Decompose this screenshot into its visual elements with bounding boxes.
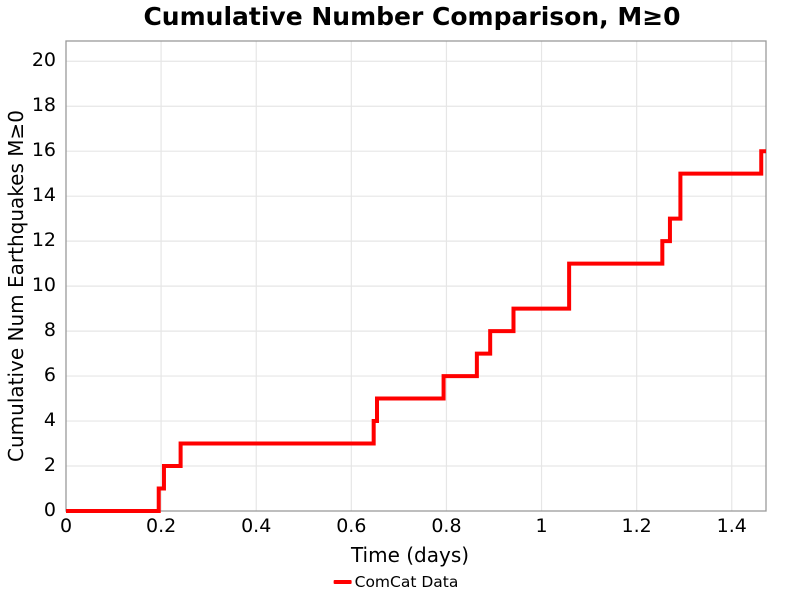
x-tick-label: 0.8 [431,515,462,537]
y-tick-label: 16 [31,139,56,162]
y-tick-label: 2 [43,454,56,477]
legend: ComCat Data [333,573,459,591]
x-tick-label: 0.6 [336,515,367,537]
y-tick-label: 14 [31,184,56,207]
x-tick-label: 0.4 [241,515,272,537]
y-tick-label: 18 [31,94,56,117]
x-tick-label: 1.4 [716,515,747,537]
y-tick-label: 20 [31,49,56,72]
axes-frame [65,40,767,512]
y-tick-label: 6 [43,364,56,387]
x-tick-label: 1.2 [621,515,652,537]
y-tick-label: 8 [43,319,56,342]
x-tick-label: 1 [535,515,548,537]
y-tick-label: 4 [43,409,56,432]
y-tick-label: 10 [31,274,56,297]
y-tick-label: 0 [43,499,56,521]
x-tick-label: 0 [59,515,73,537]
chart-title: Cumulative Number Comparison, M≥0 [143,2,681,31]
data-step-line [66,149,766,513]
legend-label: ComCat Data [354,573,459,591]
y-tick-label: 12 [31,229,56,252]
legend-line-marker [333,580,352,584]
x-axis-label: Time (days) [350,543,470,567]
x-tick-label: 0.2 [145,515,177,537]
